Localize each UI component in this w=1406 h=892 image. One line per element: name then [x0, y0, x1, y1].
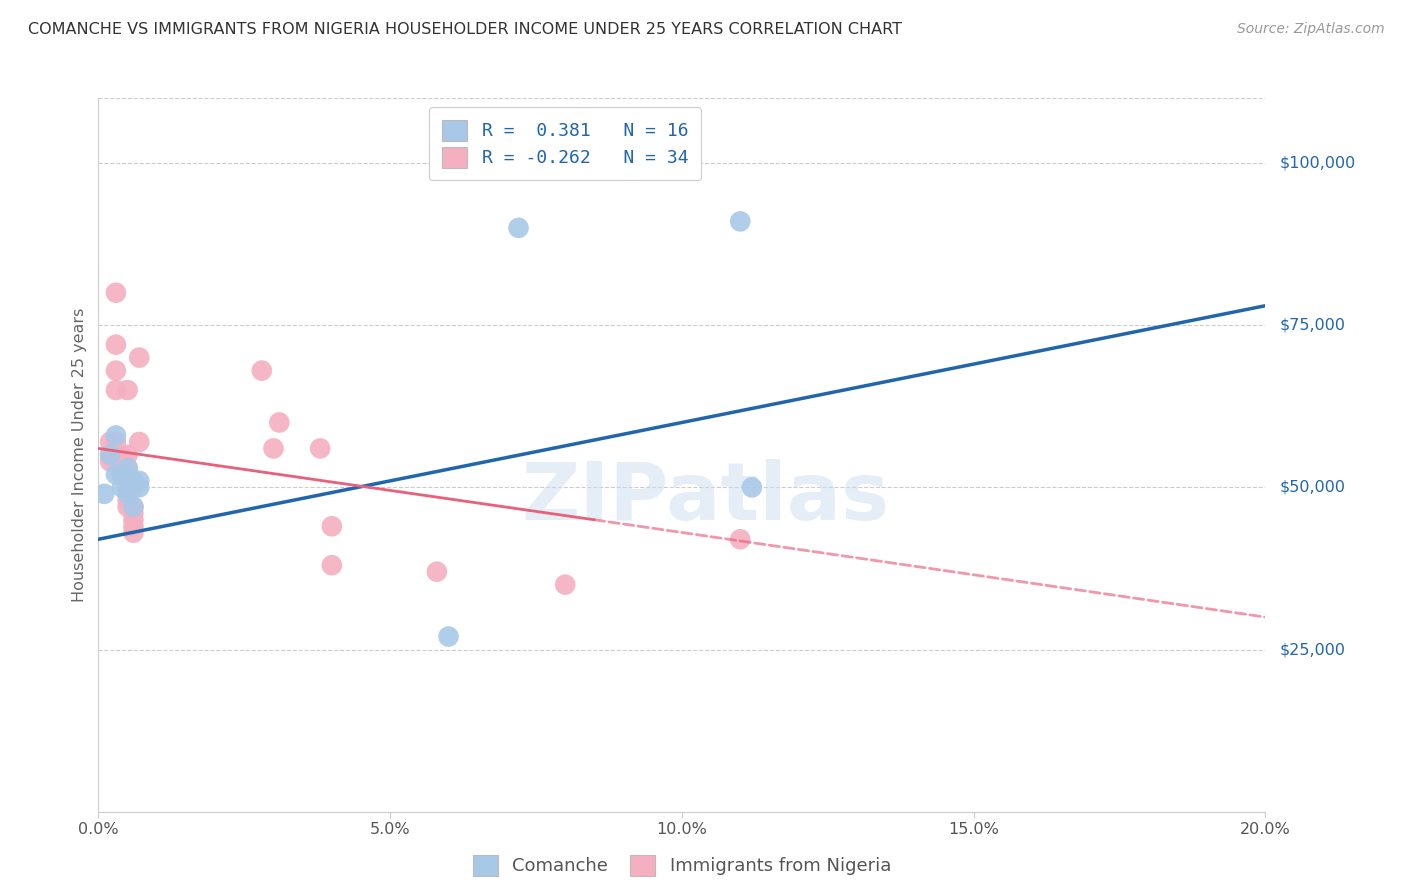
Point	[508, 220, 530, 235]
Point	[117, 461, 139, 475]
Point	[122, 519, 145, 533]
Point	[93, 487, 115, 501]
Point	[117, 493, 139, 508]
Point	[122, 513, 145, 527]
Y-axis label: Householder Income Under 25 years: Householder Income Under 25 years	[72, 308, 87, 602]
Point	[104, 434, 127, 449]
Point	[111, 461, 134, 475]
Point	[128, 351, 150, 365]
Point	[98, 454, 121, 468]
Point	[128, 434, 150, 449]
Point	[104, 467, 127, 482]
Text: ZIPatlas: ZIPatlas	[522, 458, 890, 537]
Point	[104, 428, 127, 442]
Point	[128, 474, 150, 488]
Point	[122, 480, 145, 494]
Point	[122, 474, 145, 488]
Point	[728, 214, 751, 228]
Point	[122, 525, 145, 540]
Point	[250, 363, 273, 377]
Point	[104, 363, 127, 377]
Point	[728, 533, 751, 547]
Point	[122, 506, 145, 520]
Point	[321, 558, 343, 573]
Point	[117, 480, 139, 494]
Point	[269, 416, 291, 430]
Point	[117, 487, 139, 501]
Point	[122, 500, 145, 514]
Point	[111, 448, 134, 462]
Text: $75,000: $75,000	[1279, 318, 1346, 333]
Point	[741, 480, 763, 494]
Point	[262, 442, 284, 456]
Point	[122, 500, 145, 514]
Point	[104, 337, 127, 351]
Point	[554, 577, 576, 591]
Text: COMANCHE VS IMMIGRANTS FROM NIGERIA HOUSEHOLDER INCOME UNDER 25 YEARS CORRELATIO: COMANCHE VS IMMIGRANTS FROM NIGERIA HOUS…	[28, 22, 903, 37]
Text: $100,000: $100,000	[1279, 155, 1355, 170]
Point	[309, 442, 332, 456]
Point	[111, 480, 134, 494]
Point	[128, 480, 150, 494]
Point	[321, 519, 343, 533]
Point	[111, 467, 134, 482]
Text: $50,000: $50,000	[1279, 480, 1346, 495]
Point	[117, 383, 139, 397]
Point	[104, 285, 127, 300]
Point	[117, 500, 139, 514]
Point	[98, 434, 121, 449]
Point	[437, 630, 460, 644]
Legend: Comanche, Immigrants from Nigeria: Comanche, Immigrants from Nigeria	[464, 846, 900, 885]
Point	[98, 448, 121, 462]
Text: $25,000: $25,000	[1279, 642, 1346, 657]
Point	[104, 383, 127, 397]
Point	[111, 467, 134, 482]
Point	[426, 565, 449, 579]
Point	[117, 448, 139, 462]
Text: Source: ZipAtlas.com: Source: ZipAtlas.com	[1237, 22, 1385, 37]
Point	[98, 448, 121, 462]
Point	[117, 461, 139, 475]
